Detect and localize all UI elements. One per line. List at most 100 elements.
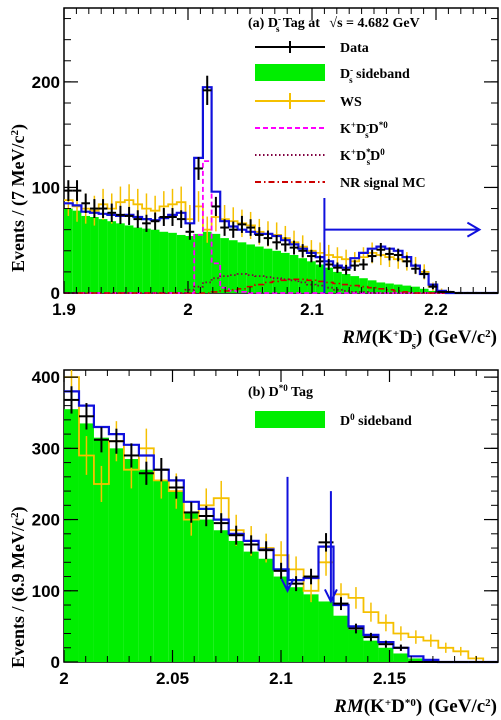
sideband-bin (254, 246, 264, 293)
y-tick-label: 100 (32, 178, 60, 197)
svg-text:K+D*-sD0: K+D*-sD0 (340, 147, 385, 167)
data-point (385, 247, 394, 261)
data-point (289, 240, 299, 255)
panel-a-mc-curves (64, 160, 498, 294)
sideband-bin (213, 530, 229, 662)
y-tick-label: 400 (32, 368, 60, 387)
svg-text:Data: Data (340, 41, 369, 56)
x-tick-label: 2.2 (424, 300, 448, 319)
svg-text:WS: WS (340, 95, 362, 110)
data-point (202, 75, 212, 105)
cut-arrow-head (466, 221, 482, 238)
panel-b-sideband-fill (64, 409, 439, 662)
svg-text:K+D-sD*0: K+D-sD*0 (340, 120, 388, 140)
data-point (273, 562, 289, 579)
sideband-bin (411, 286, 420, 293)
legend-kdsstar-d0: K+D*-sD0 (255, 147, 385, 167)
sideband-bin (198, 519, 214, 662)
y-tick-label: 200 (32, 511, 60, 530)
sideband-bin (93, 437, 109, 662)
legend-ws: WS (255, 93, 362, 110)
data-point (307, 249, 316, 263)
data-point (150, 212, 160, 230)
sideband-bin (246, 244, 255, 293)
data-point (258, 541, 274, 560)
sideband-bin (78, 423, 94, 662)
data-point (213, 513, 229, 534)
panel-a-ticks: 1.9 2 2.1 2.2 0 100 200 (32, 8, 499, 319)
legend-nr-signal: NR signal MC (255, 176, 426, 191)
sideband-bin (159, 231, 169, 293)
panel-b-ylabel: Events / (6.9 MeV/c2) (8, 507, 29, 668)
data-point (411, 263, 420, 274)
panel-a-data-points (64, 75, 498, 294)
data-point (98, 199, 108, 218)
sideband-bin (307, 261, 316, 293)
data-point (376, 242, 386, 257)
data-point (408, 661, 424, 663)
data-point (81, 193, 91, 214)
data-point (298, 244, 308, 258)
sideband-bin (72, 210, 82, 293)
data-point (243, 535, 259, 554)
sideband-bin (315, 264, 325, 293)
data-point (159, 208, 169, 226)
panel-a-ylabel: Events / (7 MeV/c2) (8, 124, 29, 272)
sideband-bin (385, 283, 394, 293)
legend-kdsd-star0: K+D-sD*0 (255, 120, 388, 140)
sideband-bin (333, 271, 342, 293)
data-point (107, 203, 117, 222)
sideband-bin (263, 248, 273, 293)
sideband-bin (107, 221, 117, 293)
sideband-bin (303, 594, 319, 662)
sideband-bin (124, 225, 134, 293)
x-tick-label: 2.05 (156, 669, 189, 688)
data-point (72, 180, 82, 202)
svg-text:NR signal MC: NR signal MC (340, 176, 426, 191)
panel-a-legend: Data D-s sideband WS K+D-sD*0 K+D*-sD0 (255, 41, 426, 191)
data-point (454, 291, 464, 294)
data-point (93, 427, 109, 453)
data-point (254, 227, 264, 243)
panel-b-legend: D0 sideband (255, 411, 412, 429)
data-point (367, 249, 377, 263)
data-point (341, 264, 351, 275)
y-tick-label: 0 (51, 284, 60, 303)
y-tick-label: 300 (32, 439, 60, 458)
svg-text:D0 sideband: D0 sideband (340, 412, 412, 429)
data-point (198, 505, 214, 527)
data-point (138, 461, 154, 485)
sideband-bin (318, 601, 334, 662)
sideband-bin (324, 267, 334, 293)
data-point (185, 223, 195, 240)
panel-b-title: (b) D*0 Tag (248, 383, 313, 400)
panel-a-sideband-fill (64, 208, 438, 293)
sideband-bin (341, 274, 351, 293)
data-point (463, 291, 472, 294)
sideband-bin (168, 232, 177, 293)
data-point (183, 502, 199, 523)
data-point (445, 290, 455, 293)
sideband-bin (378, 647, 394, 662)
data-point (116, 205, 125, 224)
sideband-bin (393, 653, 409, 662)
y-tick-label: 200 (32, 73, 60, 92)
sideband-bin (258, 558, 274, 662)
data-point (419, 269, 429, 279)
legend-data: Data (255, 41, 369, 56)
sideband-bin (333, 615, 349, 662)
sideband-bin (153, 480, 169, 662)
data-point (423, 661, 439, 663)
data-point (333, 262, 342, 273)
data-point (315, 255, 325, 268)
sideband-bin (116, 223, 125, 293)
sideband-bin (123, 459, 139, 662)
sideband-bin (408, 658, 424, 662)
data-point (123, 443, 139, 468)
sideband-bin (150, 229, 160, 293)
sideband-bin (281, 252, 290, 293)
data-point (78, 403, 94, 430)
data-point (237, 215, 247, 233)
x-tick-label: 2.15 (373, 669, 406, 688)
sideband-bin (176, 234, 186, 293)
